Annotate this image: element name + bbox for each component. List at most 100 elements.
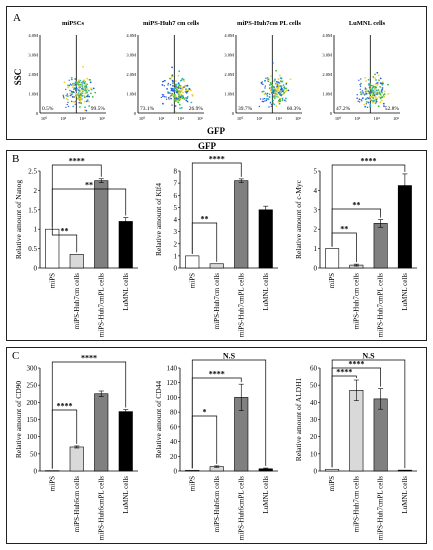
flow-dot	[372, 94, 374, 96]
significance-label: **	[340, 225, 348, 234]
flow-dot	[374, 97, 377, 100]
flow-dot	[283, 86, 286, 89]
flow-dot	[375, 86, 378, 89]
flow-dot	[272, 99, 274, 102]
flow-dot	[362, 91, 364, 94]
flow-dot	[276, 96, 279, 99]
y-tick-label: 2.5	[28, 168, 37, 176]
flow-dot	[281, 97, 284, 100]
flow-dot	[175, 80, 177, 83]
significance-label: ****	[209, 370, 225, 379]
flow-dot	[383, 90, 386, 93]
flow-dot	[366, 106, 369, 109]
flow-dot	[375, 100, 378, 103]
flow-dot	[381, 91, 383, 94]
flow-dot	[185, 97, 187, 99]
y-tick-label: 2	[314, 226, 318, 234]
flow-dot	[178, 103, 181, 106]
significance-bracket	[51, 361, 127, 469]
flow-dot	[371, 101, 374, 104]
x-category-label: LuMNL cells	[122, 476, 130, 514]
flow-dot	[374, 77, 376, 79]
flow-dot	[67, 101, 69, 104]
flow-dot	[383, 95, 386, 98]
flow-dot	[79, 100, 82, 102]
flow-dot	[65, 94, 68, 97]
y-tick-label: 0	[174, 468, 178, 476]
flow-dot	[267, 92, 269, 95]
flow-x-tick: 10²	[354, 116, 361, 121]
y-axis-label: Relative amount of Klf4	[154, 183, 163, 256]
flow-dot	[269, 93, 271, 96]
flow-dot	[72, 91, 75, 93]
flow-dot	[74, 83, 77, 86]
flow-dot	[364, 87, 366, 89]
y-tick-label: 0	[34, 468, 38, 476]
y-tick-label: 8	[174, 168, 178, 176]
flow-left-percent: 47.2%	[336, 106, 351, 112]
flow-y-tick: 3.0M	[322, 53, 332, 58]
flow-dot	[374, 95, 377, 98]
flow-dot	[360, 78, 362, 80]
x-category-label: miPS-Huh6cmPL cells	[97, 476, 105, 540]
flow-dot	[364, 90, 367, 93]
y-tick-label: 150	[27, 416, 38, 424]
x-category-label: LuMNL cells	[401, 476, 409, 514]
y-tick-label: 10	[310, 450, 318, 458]
y-tick-label: 0.5	[28, 245, 37, 253]
flow-dot	[369, 86, 371, 89]
flow-x-tick: 10⁶	[99, 116, 106, 121]
flow-dot	[167, 97, 170, 99]
x-category-label: miPS	[328, 273, 336, 288]
flow-dot	[360, 100, 363, 103]
flow-dot	[175, 97, 178, 100]
gfp-center-label: GFP	[198, 141, 216, 151]
x-category-label: LuMNL cells	[401, 273, 409, 311]
flow-dot	[185, 91, 188, 94]
flow-dot	[176, 91, 178, 93]
flow-dot	[82, 87, 85, 90]
flow-dot	[74, 88, 77, 90]
bar	[45, 470, 60, 472]
flow-dot	[358, 101, 361, 103]
flow-dot	[270, 105, 272, 108]
x-category-label: miPS-Huh6cm cells	[213, 476, 221, 532]
flow-dot	[381, 96, 384, 98]
flow-dot	[163, 80, 166, 82]
y-tick-label: 0	[34, 265, 38, 273]
flow-dot	[379, 101, 382, 104]
flow-dot	[177, 101, 180, 104]
significance-label: **	[61, 227, 69, 236]
flow-dot	[86, 77, 88, 80]
flow-dot	[264, 85, 266, 87]
flow-dot	[265, 97, 268, 100]
flow-dot	[360, 93, 363, 96]
flow-dot	[359, 91, 362, 93]
flow-dot	[185, 99, 188, 102]
significance-label: **	[352, 201, 360, 210]
significance-label: ****	[69, 157, 85, 166]
flow-dot	[161, 84, 164, 86]
flow-dot	[179, 87, 182, 90]
flow-dot	[278, 99, 281, 101]
significance-label: ****	[57, 402, 73, 411]
y-tick-label: 30	[310, 416, 318, 424]
flow-dot	[374, 102, 377, 105]
flow-x-tick: 10⁴	[80, 116, 87, 121]
flow-dot	[359, 85, 362, 88]
flow-dot	[267, 98, 270, 101]
significance-bracket	[331, 359, 406, 469]
x-category-label: miPS	[48, 273, 56, 288]
flow-dot	[378, 96, 381, 98]
flow-dot	[171, 66, 174, 69]
flow-dot	[85, 89, 88, 92]
flow-y-tick: 0	[232, 111, 235, 116]
flow-y-tick: 0	[134, 111, 137, 116]
flow-dot	[376, 71, 379, 74]
flow-dot	[258, 105, 261, 108]
flow-dot	[74, 103, 76, 106]
flow-dot	[173, 89, 175, 92]
flow-dot	[270, 103, 273, 106]
significance-bracket	[51, 188, 127, 228]
